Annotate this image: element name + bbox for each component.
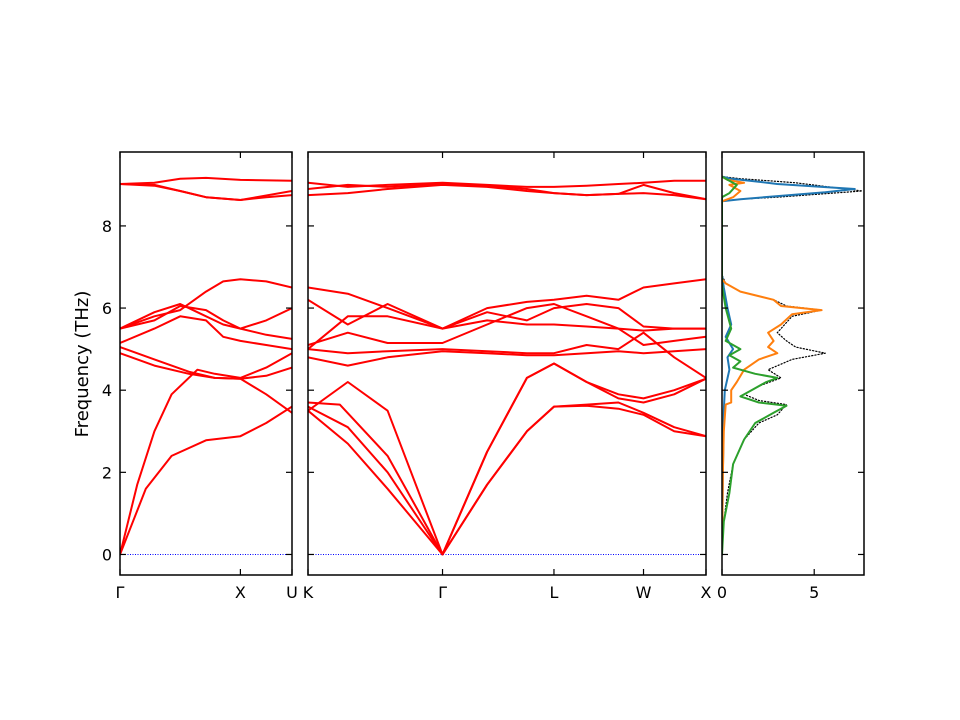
phonon-branch-5: [308, 331, 706, 379]
x-tick-label: U: [286, 583, 298, 602]
y-tick-label: 0: [102, 545, 112, 564]
x-tick-label: K: [303, 583, 314, 602]
phonon-branch-10: [308, 179, 706, 188]
y-tick-label: 4: [102, 381, 112, 400]
x-tick-label: W: [636, 583, 652, 602]
x-tick-label: Γ: [438, 583, 447, 602]
phonon-branch-8: [308, 298, 706, 330]
x-tick-label: L: [550, 583, 559, 602]
phonon-branch-1: [308, 401, 706, 556]
phonon-branch-5: [120, 305, 292, 340]
dos-series-1: [722, 175, 856, 556]
x-tick-label: 5: [809, 583, 819, 602]
y-axis-label: Frequency (THz): [72, 291, 93, 438]
plot-area: [120, 176, 292, 556]
x-tick-label: X: [701, 583, 712, 602]
phonon-branch-6: [120, 303, 292, 330]
phonon-branch-7: [308, 315, 706, 351]
panel-bands-left: 0 2 4 6 8 Γ X U: [102, 151, 298, 602]
x-tick-label: X: [235, 583, 246, 602]
phonon-branch-0: [120, 405, 292, 556]
phonon-branch-1: [120, 352, 292, 556]
phonon-branch-10: [120, 183, 292, 201]
phonon-branch-7: [120, 278, 292, 330]
phonon-branch-4: [308, 348, 706, 367]
dos-series-3: [722, 175, 788, 556]
axes-frame: [307, 151, 707, 576]
phonon-branch-3: [120, 346, 292, 414]
y-tick-label: 8: [102, 217, 112, 236]
y-tick-label: 6: [102, 299, 112, 318]
phonon-branch-8: [120, 176, 292, 185]
x-tick-label: 0: [717, 583, 727, 602]
x-tick-label: Γ: [116, 583, 125, 602]
phonon-branch-4: [120, 315, 292, 351]
dos-series-2: [722, 175, 823, 556]
plot-area: [722, 175, 863, 556]
phonon-branch-6: [308, 303, 706, 346]
axes-frame: [119, 151, 293, 576]
phonon-branch-12: [308, 183, 706, 201]
plot-area: [308, 179, 706, 556]
phonon-branch-3: [308, 362, 706, 556]
y-tick-label: 2: [102, 463, 112, 482]
phonon-branch-9: [308, 278, 706, 330]
axes-frame: [721, 151, 865, 576]
